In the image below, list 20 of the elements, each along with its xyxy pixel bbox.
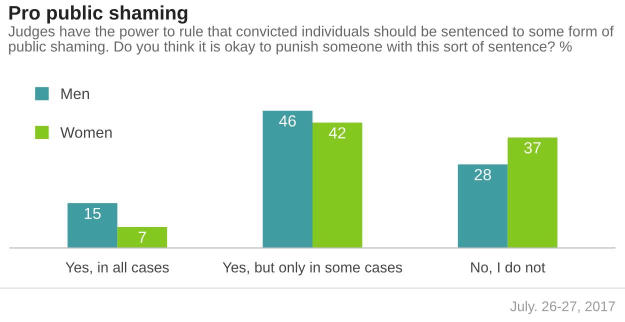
x-tick-label: Yes, but only in some cases: [222, 262, 402, 276]
bar: [117, 227, 168, 248]
data-label: 28: [474, 168, 491, 180]
text: July. 26-27, 2017: [510, 301, 615, 314]
legend-label: Men: [62, 88, 89, 100]
data-label: 7: [138, 232, 146, 243]
bar: [68, 203, 118, 248]
bar: [312, 122, 362, 248]
bar: [458, 164, 508, 248]
chart-title: Pro public shaming: [9, 5, 188, 24]
legend-label: Women: [60, 127, 112, 138]
bar: [262, 110, 312, 248]
x-tick-label: Yes, in all cases: [66, 262, 169, 274]
data-label: 42: [328, 127, 346, 138]
bar: [508, 138, 558, 248]
x-tick-label: No, I do not: [471, 262, 546, 274]
data-label: 46: [279, 115, 296, 127]
data-label: 37: [524, 142, 541, 154]
chart-subtitle: Judges have the power to rule that convicted individuals should be sentenced to some form of public shaming. Do you think it is okay to punish someone with this sort of sentence? %: [8, 26, 614, 55]
data-label: 15: [84, 208, 101, 220]
